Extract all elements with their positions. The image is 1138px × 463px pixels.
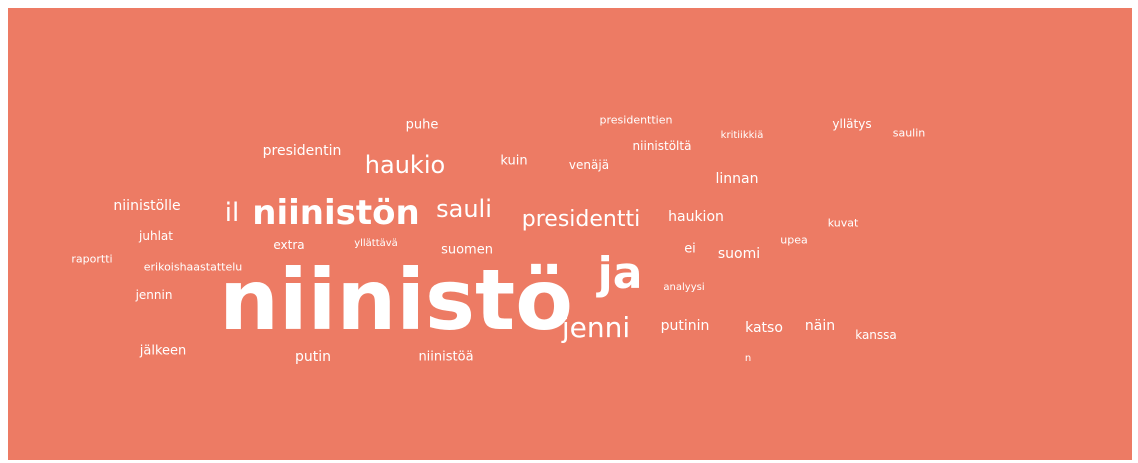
word-presidentti: presidentti xyxy=(521,207,641,232)
word-saulin: saulin xyxy=(892,126,926,140)
word-presidenttien: presidenttien xyxy=(599,113,673,127)
word-extra: extra xyxy=(273,238,305,252)
word-nain: näin xyxy=(804,318,836,334)
word-suomen: suomen xyxy=(441,242,493,258)
word-niiniston: niinistön xyxy=(252,193,420,233)
word-katso: katso xyxy=(745,320,783,336)
word-niinistolta: niinistöltä xyxy=(632,139,692,153)
word-niinistolle: niinistölle xyxy=(113,198,181,214)
word-jennin: jennin xyxy=(135,288,173,302)
word-il: il xyxy=(224,198,240,228)
word-ja: ja xyxy=(597,248,643,299)
word-kuin: kuin xyxy=(500,153,528,169)
word-sauli: sauli xyxy=(436,195,492,223)
word-yllattava: yllättävä xyxy=(354,238,398,249)
word-niinistoa: niinistöä xyxy=(418,349,474,365)
word-juhlat: juhlat xyxy=(139,229,173,243)
word-suomi: suomi xyxy=(717,246,761,262)
word-haukio: haukio xyxy=(364,151,446,179)
word-haukion: haukion xyxy=(668,209,724,225)
word-jalkeen: jälkeen xyxy=(139,343,187,359)
word-analyysi: analyysi xyxy=(663,282,705,293)
word-putinin: putinin xyxy=(660,318,710,334)
word-kuvat: kuvat xyxy=(827,216,859,230)
word-putin: putin xyxy=(294,349,332,365)
word-yllatys: yllätys xyxy=(832,117,872,131)
word-linnan: linnan xyxy=(715,171,759,187)
word-kanssa: kanssa xyxy=(855,328,897,342)
word-erikoishaastattelu: erikoishaastattelu xyxy=(143,260,243,274)
word-cloud: niinistö niinistön ja jenni haukio presi… xyxy=(8,8,1132,460)
word-puhe: puhe xyxy=(405,117,439,133)
word-niinisto: niinistö xyxy=(219,251,573,349)
word-presidentin: presidentin xyxy=(262,143,342,159)
word-ei: ei xyxy=(684,241,696,257)
word-upea: upea xyxy=(780,233,808,247)
word-venaja: venäjä xyxy=(568,158,610,172)
word-n: n xyxy=(744,353,752,364)
word-raportti: raportti xyxy=(71,252,113,266)
word-kritiikkia: kritiikkiä xyxy=(720,130,764,141)
word-jenni: jenni xyxy=(561,311,631,344)
